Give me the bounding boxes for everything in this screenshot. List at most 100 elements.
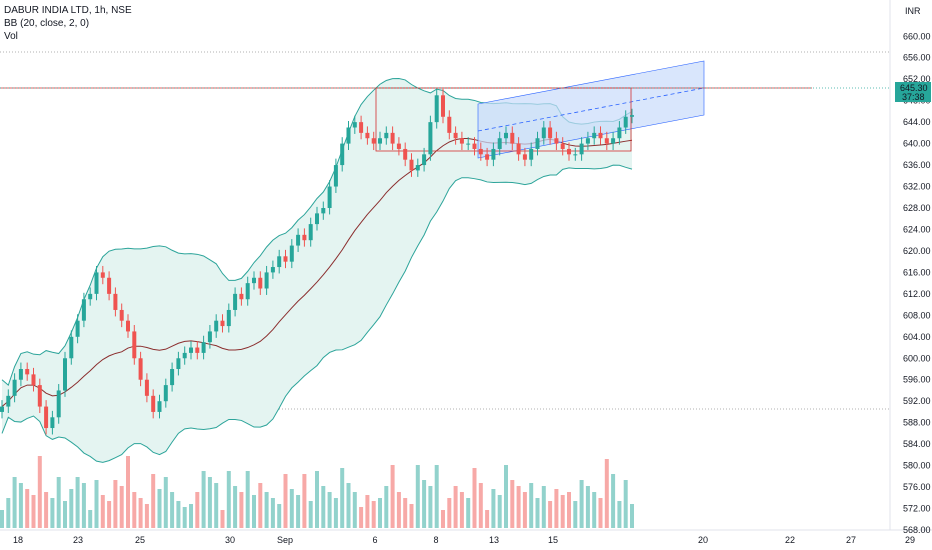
candle-body (252, 277, 256, 284)
candle-body (132, 331, 137, 359)
candle-body (88, 293, 93, 300)
price-tick-label: 588.00 (903, 418, 931, 428)
volume-bar (441, 510, 445, 528)
volume-bar (598, 498, 603, 528)
candle-body (56, 390, 61, 418)
volume-bar (163, 477, 168, 528)
volume-bar (44, 492, 49, 528)
candle-body (504, 132, 508, 139)
volume-bar (560, 495, 565, 528)
time-tick-label: 13 (489, 535, 499, 545)
candle-body (81, 299, 86, 321)
volume-bar (516, 486, 521, 528)
time-tick-label: 29 (905, 535, 915, 545)
volume-bar (472, 468, 477, 528)
price-tick-label: 660.00 (903, 31, 931, 41)
candle-body (579, 143, 584, 155)
candle-body (472, 143, 477, 149)
time-tick-label: 23 (73, 535, 83, 545)
volume-bar (195, 492, 200, 528)
candle-body (138, 358, 143, 380)
time-tick-label: 27 (846, 535, 856, 545)
candle-body (378, 138, 382, 144)
currency-label: INR (905, 6, 921, 16)
candle-body (302, 234, 307, 241)
volume-bar (630, 504, 634, 528)
candle-body (327, 186, 332, 208)
chart-legend: DABUR INDIA LTD, 1h, NSE BB (20, close, … (4, 4, 132, 43)
candle-body (207, 331, 212, 343)
volume-bar (346, 483, 351, 528)
candle-body (585, 138, 590, 144)
candle-body (315, 213, 319, 225)
price-tick-label: 632.00 (903, 182, 931, 192)
volume-bar (623, 480, 628, 528)
volume-bar (434, 465, 439, 528)
price-tick-label: 624.00 (903, 224, 931, 234)
volume-bar (296, 495, 301, 528)
candle-body (119, 309, 124, 321)
candle-body (485, 154, 490, 160)
candle-body (384, 132, 389, 139)
volume-bar (119, 486, 124, 528)
volume-bar (25, 489, 30, 528)
volume-bar (327, 492, 332, 528)
candle-body (522, 154, 527, 160)
candle-body (390, 132, 395, 144)
price-tick-label: 596.00 (903, 375, 931, 385)
candle-body (453, 132, 458, 139)
candle-body (365, 132, 370, 139)
candle-body (189, 347, 193, 353)
volume-bar (239, 492, 244, 528)
candle-body (277, 256, 282, 268)
volume-bar (176, 501, 181, 528)
volume-bar (459, 492, 464, 528)
volume-bar (270, 498, 275, 528)
price-tick-label: 592.00 (903, 396, 931, 406)
volume-bar (31, 495, 36, 528)
volume-bar (226, 471, 231, 528)
price-tick-label: 572.00 (903, 504, 931, 514)
volume-bar (264, 492, 269, 528)
volume-bar (157, 489, 162, 528)
volume-bar (258, 483, 263, 528)
volume-bar (315, 471, 319, 528)
candle-body (239, 293, 244, 300)
candle-body (567, 148, 571, 155)
time-tick-label: 8 (433, 535, 438, 545)
volume-bar (485, 510, 490, 528)
candle-body (491, 148, 496, 160)
volume-bar (529, 483, 534, 528)
candle-body (466, 143, 471, 145)
volume-bar (88, 510, 93, 528)
candle-body (560, 143, 565, 149)
candle-body (37, 385, 42, 407)
candle-body (541, 127, 546, 139)
last-price-badge (895, 82, 931, 102)
candle-body (296, 234, 301, 246)
candle-body (214, 320, 219, 332)
volume-bar (283, 474, 288, 528)
price-tick-label: 584.00 (903, 439, 931, 449)
volume-bar (365, 495, 370, 528)
volume-bar (592, 492, 597, 528)
candle-body (396, 143, 401, 149)
candle-body (630, 115, 634, 117)
volume-bar (75, 477, 80, 528)
volume-bar (378, 498, 382, 528)
time-tick-label: 25 (135, 535, 145, 545)
last-price-label: 645.30 (900, 83, 928, 93)
volume-bar (403, 498, 408, 528)
candle-body (415, 165, 420, 171)
candle-body (459, 138, 464, 144)
volume-bar (384, 486, 389, 528)
candle-body (245, 283, 250, 300)
volume-bar (233, 486, 238, 528)
candle-body (359, 122, 364, 133)
price-tick-label: 628.00 (903, 203, 931, 213)
volume-bar (0, 510, 4, 528)
volume-bar (252, 495, 256, 528)
candle-body (447, 116, 452, 133)
price-tick-label: 568.00 (903, 525, 931, 535)
